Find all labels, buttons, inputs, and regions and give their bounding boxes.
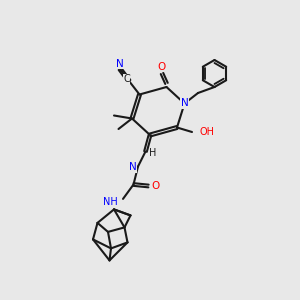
Text: N: N — [129, 162, 136, 172]
Text: NH: NH — [103, 197, 118, 207]
Text: O: O — [151, 181, 159, 191]
Text: O: O — [158, 62, 166, 72]
Text: C: C — [123, 74, 130, 85]
Text: N: N — [116, 58, 124, 69]
Text: H: H — [149, 148, 157, 158]
Text: OH: OH — [200, 127, 214, 137]
Text: N: N — [181, 98, 188, 109]
